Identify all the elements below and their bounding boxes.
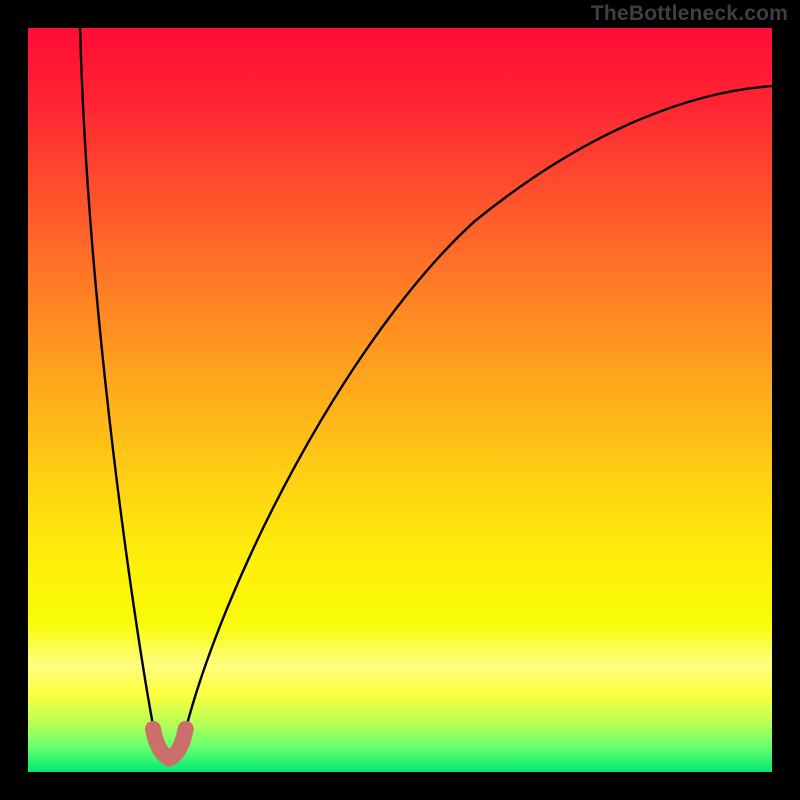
chart-root: TheBottleneck.com [0,0,800,800]
heat-gradient-background [28,28,772,772]
bottleneck-curve-chart [0,0,800,800]
watermark-text: TheBottleneck.com [591,2,788,26]
